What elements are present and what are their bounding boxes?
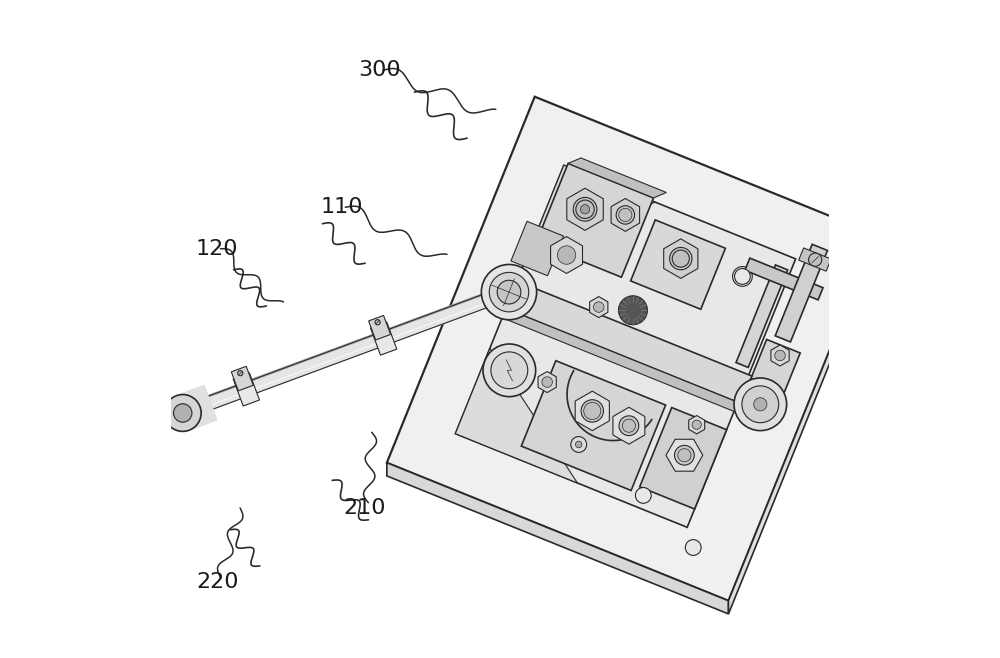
Circle shape bbox=[742, 386, 779, 422]
Polygon shape bbox=[775, 244, 827, 342]
Polygon shape bbox=[455, 165, 796, 527]
Polygon shape bbox=[208, 286, 511, 409]
Circle shape bbox=[754, 397, 767, 411]
Polygon shape bbox=[737, 340, 800, 426]
Polygon shape bbox=[387, 97, 876, 601]
Polygon shape bbox=[370, 322, 397, 355]
Circle shape bbox=[481, 265, 537, 320]
Circle shape bbox=[735, 268, 750, 284]
Circle shape bbox=[580, 205, 590, 214]
Polygon shape bbox=[568, 158, 666, 198]
Polygon shape bbox=[529, 165, 655, 251]
Circle shape bbox=[670, 247, 692, 270]
Polygon shape bbox=[799, 248, 831, 271]
Polygon shape bbox=[728, 235, 876, 614]
Polygon shape bbox=[521, 361, 666, 490]
Polygon shape bbox=[771, 345, 789, 366]
Text: 110: 110 bbox=[321, 197, 364, 217]
Text: 210: 210 bbox=[343, 498, 386, 518]
Circle shape bbox=[497, 280, 521, 304]
Polygon shape bbox=[233, 373, 259, 406]
Circle shape bbox=[775, 350, 785, 361]
Polygon shape bbox=[590, 297, 608, 318]
Polygon shape bbox=[567, 188, 603, 230]
Circle shape bbox=[809, 253, 822, 266]
Polygon shape bbox=[538, 372, 556, 393]
Circle shape bbox=[672, 250, 689, 267]
Circle shape bbox=[616, 206, 635, 224]
Polygon shape bbox=[689, 415, 705, 434]
Polygon shape bbox=[511, 221, 564, 276]
Polygon shape bbox=[231, 367, 253, 391]
Polygon shape bbox=[176, 386, 217, 430]
Circle shape bbox=[692, 420, 701, 429]
Text: 220: 220 bbox=[196, 572, 239, 592]
Circle shape bbox=[571, 436, 587, 452]
Polygon shape bbox=[631, 220, 725, 309]
Circle shape bbox=[575, 441, 582, 447]
Text: 300: 300 bbox=[359, 61, 401, 80]
Circle shape bbox=[678, 449, 691, 462]
Polygon shape bbox=[551, 237, 583, 274]
Circle shape bbox=[489, 272, 529, 312]
Circle shape bbox=[573, 197, 597, 221]
Circle shape bbox=[619, 209, 632, 222]
Circle shape bbox=[618, 296, 647, 325]
Circle shape bbox=[164, 395, 201, 432]
Circle shape bbox=[584, 402, 601, 419]
Circle shape bbox=[557, 246, 576, 265]
Circle shape bbox=[483, 344, 536, 397]
Polygon shape bbox=[369, 315, 391, 340]
Polygon shape bbox=[736, 265, 788, 367]
Circle shape bbox=[491, 352, 528, 389]
Polygon shape bbox=[611, 199, 640, 232]
Circle shape bbox=[685, 540, 701, 555]
Polygon shape bbox=[497, 278, 752, 403]
Polygon shape bbox=[455, 348, 577, 483]
Polygon shape bbox=[666, 440, 703, 471]
Circle shape bbox=[593, 302, 604, 313]
Polygon shape bbox=[575, 391, 609, 430]
Polygon shape bbox=[664, 239, 698, 278]
Circle shape bbox=[542, 377, 552, 388]
Circle shape bbox=[635, 488, 651, 503]
Circle shape bbox=[581, 399, 603, 422]
Circle shape bbox=[734, 378, 787, 430]
Polygon shape bbox=[387, 463, 728, 614]
Text: 120: 120 bbox=[196, 239, 239, 259]
Polygon shape bbox=[613, 407, 645, 444]
Polygon shape bbox=[536, 163, 654, 277]
Circle shape bbox=[174, 404, 192, 422]
Circle shape bbox=[675, 445, 694, 465]
Polygon shape bbox=[745, 258, 823, 300]
Circle shape bbox=[375, 320, 380, 325]
Circle shape bbox=[622, 419, 635, 432]
Circle shape bbox=[619, 416, 639, 436]
Circle shape bbox=[576, 200, 594, 218]
Circle shape bbox=[733, 266, 752, 286]
Polygon shape bbox=[493, 305, 741, 413]
Circle shape bbox=[238, 370, 243, 376]
Polygon shape bbox=[640, 407, 727, 509]
